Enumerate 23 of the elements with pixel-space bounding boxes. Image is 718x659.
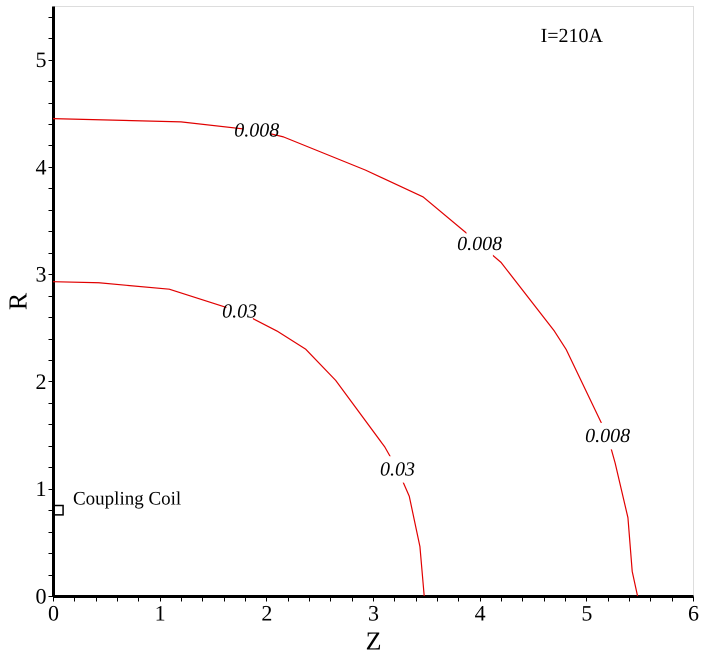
annotation: I=210A: [540, 25, 604, 47]
annotation: 0.008: [234, 119, 280, 142]
x-tick-label: 5: [581, 600, 592, 626]
y-tick-label: 0: [36, 584, 46, 608]
y-tick-label: 1: [36, 476, 46, 502]
annotation: 0.008: [585, 425, 630, 448]
y-tick-label: 5: [36, 47, 46, 72]
x-tick-label: 3: [368, 600, 379, 626]
annotation: 0.008: [457, 233, 502, 256]
y-tick-label: 3: [36, 262, 46, 287]
y-axis-title: R: [4, 292, 32, 310]
x-tick-label: 1: [154, 600, 166, 626]
line-series: [52, 117, 638, 597]
x-tick-label: 4: [474, 600, 486, 626]
annotation: 0.03: [380, 458, 416, 480]
annotation: 0.03: [222, 300, 258, 323]
x-tick-label: 2: [261, 600, 272, 626]
x-tick-label: 6: [688, 600, 699, 626]
y-tick-label: 4: [36, 154, 46, 180]
x-axis-title: Z: [366, 626, 382, 656]
y-tick-label: 2: [36, 368, 46, 394]
annotation: Coupling Coil: [73, 488, 182, 510]
line-series: [52, 281, 425, 597]
